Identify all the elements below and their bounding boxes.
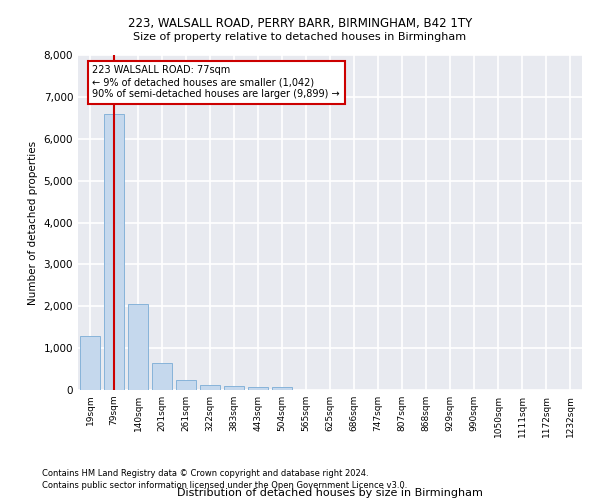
Bar xyxy=(200,384,220,390)
Bar xyxy=(104,114,124,390)
Bar xyxy=(128,304,148,390)
Bar xyxy=(224,386,244,390)
Bar xyxy=(80,336,100,390)
Text: Size of property relative to detached houses in Birmingham: Size of property relative to detached ho… xyxy=(133,32,467,42)
Y-axis label: Number of detached properties: Number of detached properties xyxy=(28,140,38,304)
Bar xyxy=(272,388,292,390)
Bar xyxy=(176,380,196,390)
Text: 223 WALSALL ROAD: 77sqm
← 9% of detached houses are smaller (1,042)
90% of semi-: 223 WALSALL ROAD: 77sqm ← 9% of detached… xyxy=(92,66,340,98)
Text: Distribution of detached houses by size in Birmingham: Distribution of detached houses by size … xyxy=(177,488,483,498)
Text: 223, WALSALL ROAD, PERRY BARR, BIRMINGHAM, B42 1TY: 223, WALSALL ROAD, PERRY BARR, BIRMINGHA… xyxy=(128,18,472,30)
Text: Contains HM Land Registry data © Crown copyright and database right 2024.: Contains HM Land Registry data © Crown c… xyxy=(42,468,368,477)
Text: Contains public sector information licensed under the Open Government Licence v3: Contains public sector information licen… xyxy=(42,481,407,490)
Bar xyxy=(248,388,268,390)
Bar xyxy=(152,363,172,390)
